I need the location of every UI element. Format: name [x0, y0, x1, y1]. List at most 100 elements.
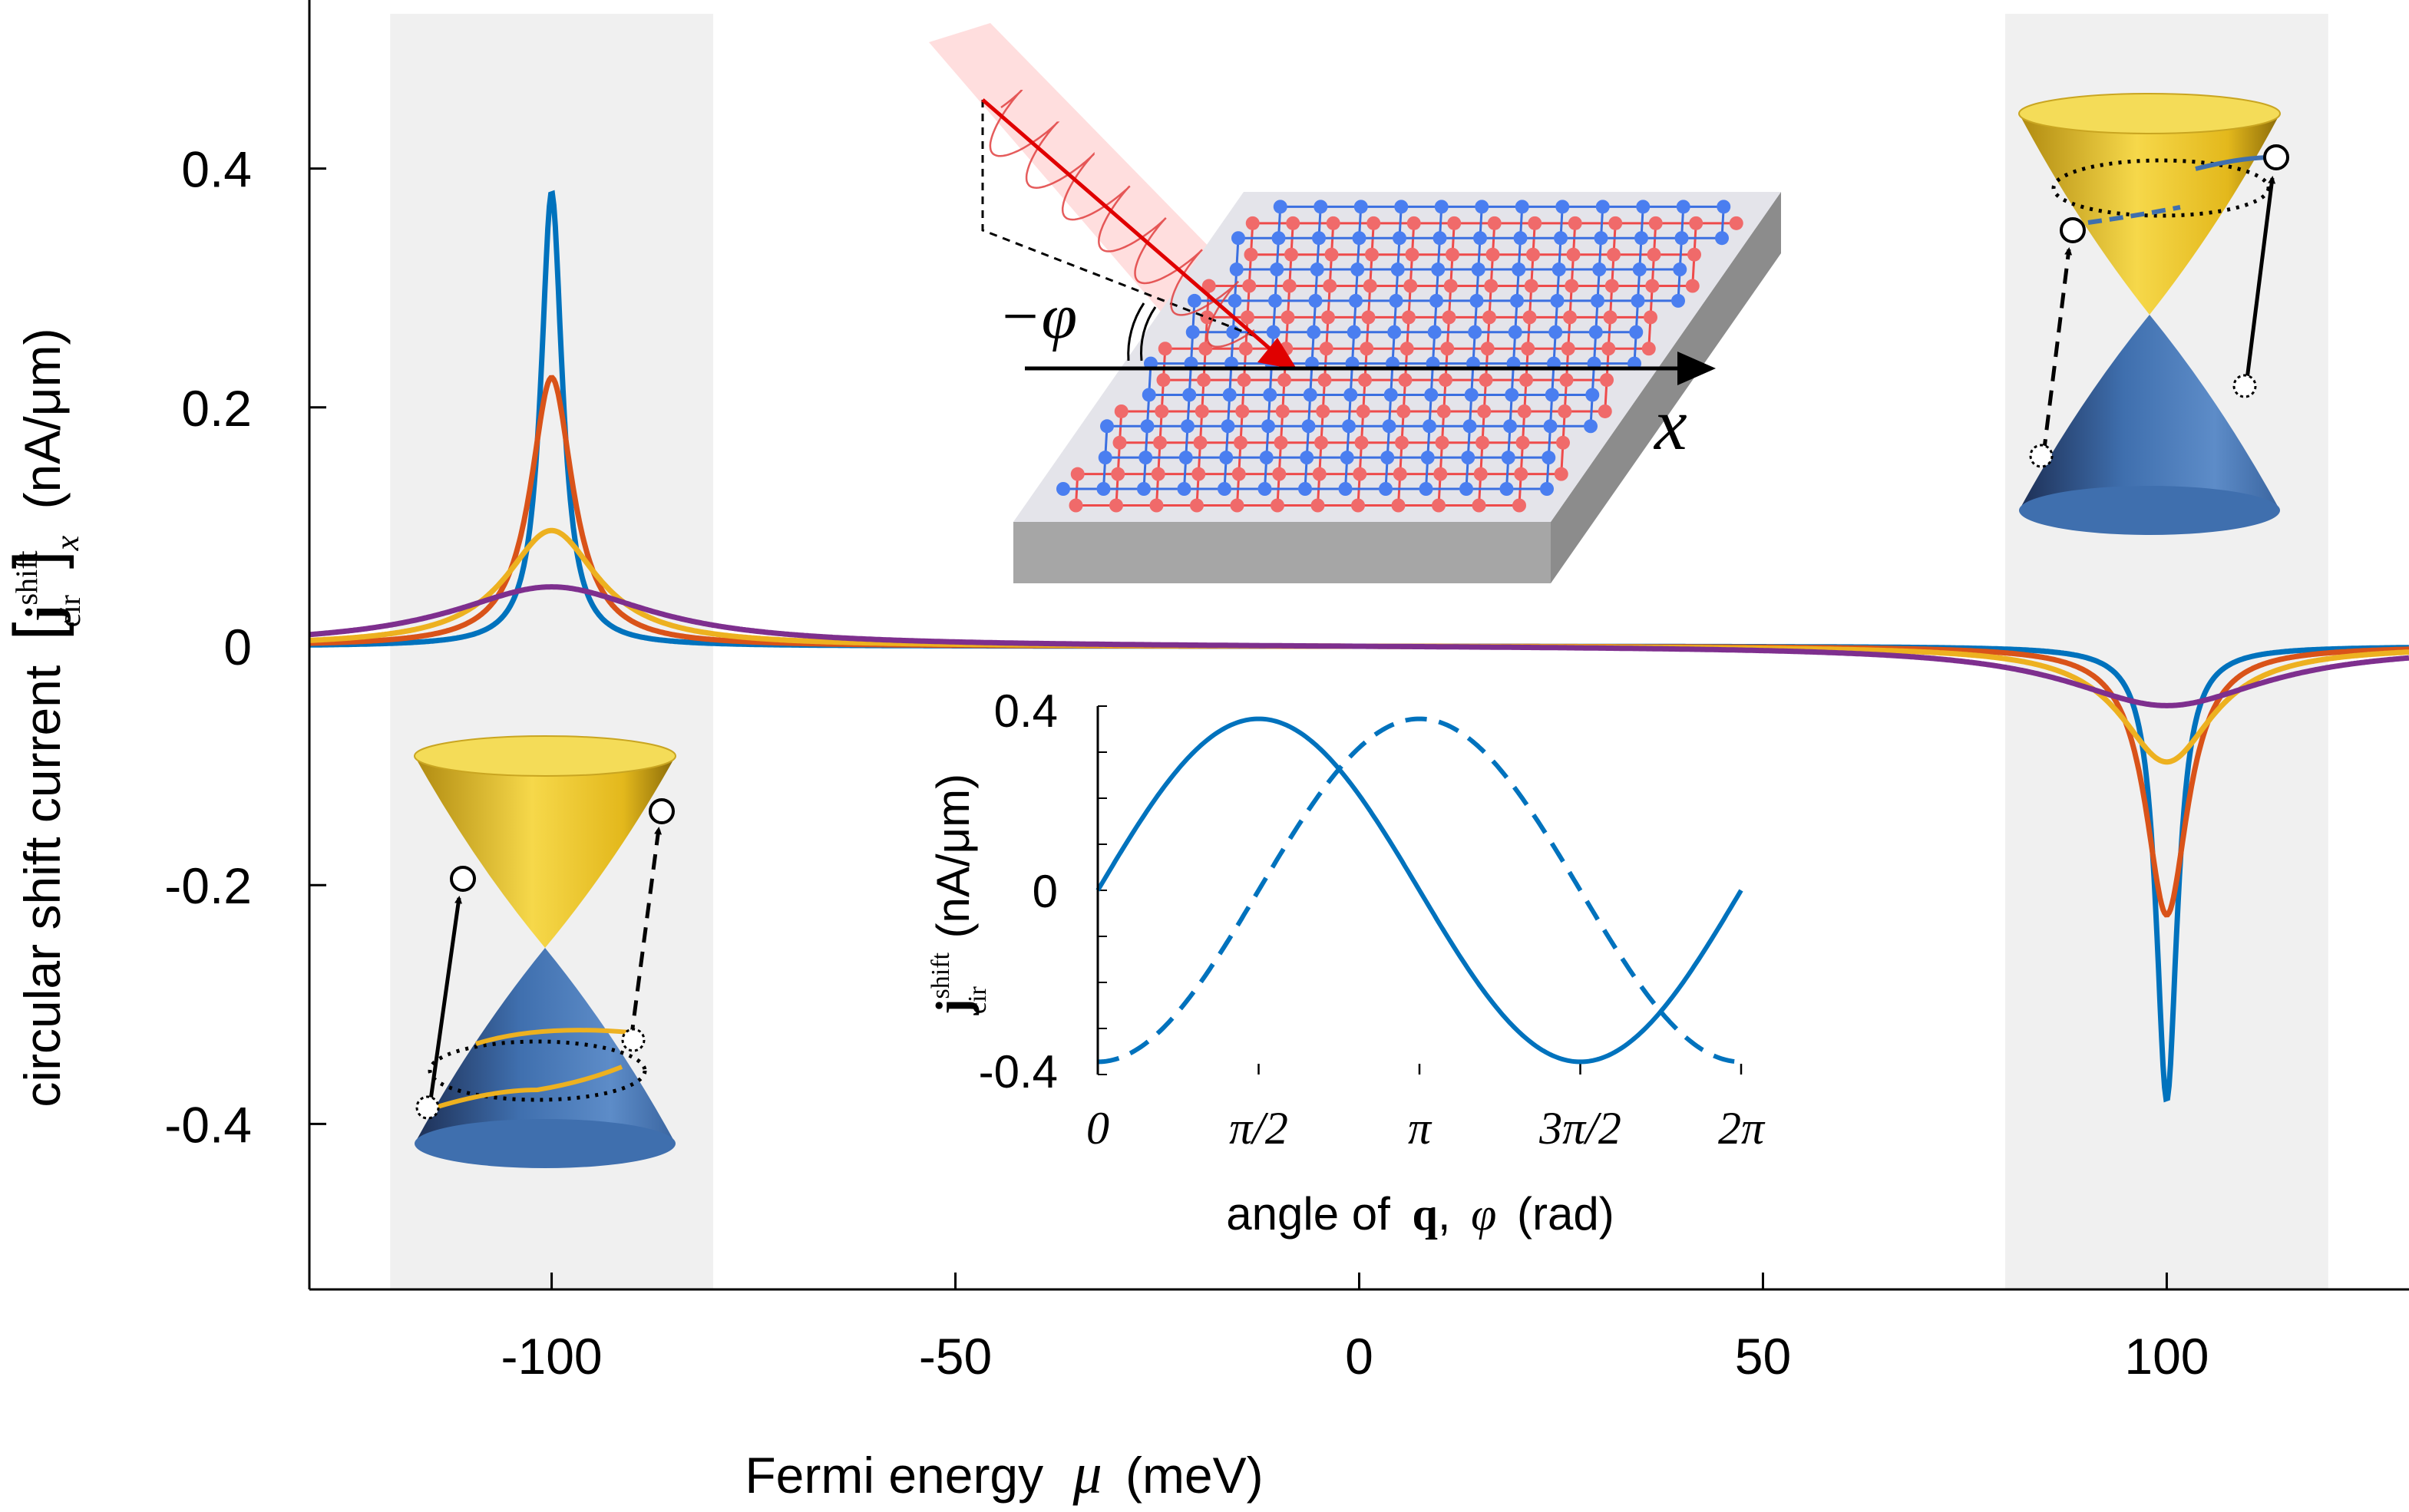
- inset-tick-labels: 0 π/2 π 3π/2 2π 0.4 0 -0.4: [979, 685, 1766, 1154]
- lattice-atom: [1177, 482, 1191, 496]
- lattice-atom: [1266, 325, 1281, 339]
- lattice-atom: [1219, 451, 1234, 465]
- y-tick-label: 0.4: [181, 141, 252, 198]
- lattice-atom: [1181, 419, 1195, 434]
- lattice-atom: [1261, 419, 1275, 434]
- dirac-cone-left: [414, 735, 676, 1168]
- lattice-atom: [1526, 247, 1540, 262]
- lattice-atom: [1592, 262, 1607, 277]
- lattice-atom: [1242, 279, 1257, 293]
- lattice-atom: [1155, 404, 1169, 418]
- lattice-atom: [1379, 482, 1393, 496]
- lattice-atom: [1153, 435, 1167, 450]
- inset-x-axis-label-sep: ,: [1438, 1188, 1451, 1240]
- lattice-atom: [1272, 467, 1287, 481]
- lattice-atom: [1563, 310, 1577, 325]
- inset-x-tick-label: 0: [1086, 1103, 1109, 1154]
- lattice-atom: [1402, 310, 1416, 325]
- lattice-atom: [1447, 216, 1462, 230]
- lattice-atom: [1598, 404, 1612, 418]
- lattice-atom: [1519, 373, 1533, 388]
- lattice-atom: [1472, 498, 1486, 513]
- lattice-atom: [1499, 482, 1514, 496]
- lattice-atom: [1601, 342, 1616, 356]
- angle-label: −φ: [998, 281, 1077, 352]
- electron-final-state: [649, 798, 675, 824]
- lattice-atom: [1393, 231, 1406, 246]
- lattice-atom: [1595, 200, 1610, 214]
- lattice-atom: [1151, 467, 1165, 481]
- inset-solid-line: [1095, 716, 1743, 1065]
- lattice-atom: [1158, 342, 1172, 356]
- lattice-atom: [1182, 388, 1197, 402]
- inset-y-tick-label: -0.4: [979, 1046, 1058, 1098]
- lattice-atom: [1394, 200, 1409, 214]
- lattice-atom: [1629, 325, 1644, 339]
- electron-initial-state: [2029, 444, 2054, 468]
- lattice-atom: [1096, 482, 1111, 496]
- lattice-atom: [1312, 467, 1327, 481]
- lattice-atom: [1395, 435, 1409, 450]
- lattice-atom: [1114, 404, 1128, 418]
- lattice-atom: [1480, 342, 1495, 356]
- conduction-band-rim: [414, 735, 676, 777]
- lattice-atom: [1056, 482, 1070, 496]
- lattice-atom: [1471, 262, 1485, 277]
- lattice-atom: [1310, 262, 1324, 277]
- lattice-atom: [1259, 451, 1274, 465]
- inset-curves: [1095, 716, 1743, 1065]
- lattice-atom: [1190, 498, 1204, 513]
- lattice-atom: [1676, 200, 1690, 214]
- lattice-atom: [1241, 310, 1254, 325]
- lattice-atom: [1308, 293, 1323, 308]
- lattice-atom: [1600, 373, 1614, 388]
- lattice-atom: [1277, 373, 1291, 388]
- lattice-atom: [1307, 325, 1321, 339]
- lattice-atom: [1475, 435, 1489, 450]
- x-tick-label: 50: [1735, 1328, 1791, 1385]
- lattice-atom: [1440, 342, 1455, 356]
- lattice-atom: [1594, 231, 1608, 246]
- lattice-atom: [1561, 342, 1575, 356]
- lattice-atom: [1641, 342, 1656, 356]
- inset-y-tick-label: 0: [1033, 866, 1058, 917]
- lattice-atom: [1360, 342, 1374, 356]
- lattice-atom: [1282, 279, 1297, 293]
- lattice-atom: [1524, 279, 1538, 293]
- main-axes: [308, 0, 2409, 1291]
- lattice-atom: [1363, 279, 1377, 293]
- y-tick-label: 0: [223, 619, 252, 675]
- lattice-atom: [1230, 498, 1244, 513]
- lattice-atom: [1396, 404, 1411, 418]
- lattice-atom: [1585, 388, 1600, 402]
- lattice-atom: [1469, 293, 1484, 308]
- lattice-atom: [1514, 467, 1528, 481]
- lattice-atom: [1423, 419, 1436, 434]
- x-axis-label-unit: (meV): [1125, 1447, 1264, 1504]
- angle-arc-inner: [1140, 306, 1157, 361]
- lattice-atom: [1559, 373, 1574, 388]
- lattice-atom: [1522, 310, 1537, 325]
- light-ray: [981, 98, 1272, 351]
- lattice-atom: [1347, 325, 1361, 339]
- angle-arc-outer: [1127, 302, 1145, 361]
- lattice-atom: [1312, 231, 1326, 246]
- lattice-atom: [1674, 231, 1689, 246]
- lattice-atom: [1366, 216, 1381, 230]
- lattice-atom: [1419, 482, 1433, 496]
- main-tick-labels: -100 -50 0 50 100 -0.4 -0.2 0 0.2 0.4: [164, 141, 2209, 1385]
- lattice-atom: [1138, 451, 1153, 465]
- lattice-atom: [1274, 435, 1288, 450]
- lattice-atom: [1361, 310, 1376, 325]
- lattice-atom: [1142, 388, 1156, 402]
- inset-x-tick-label: 2π: [1718, 1103, 1766, 1154]
- substrate-side-front: [1013, 522, 1551, 583]
- lattice-atom: [1238, 342, 1253, 356]
- lattice-atom: [1607, 247, 1621, 262]
- lattice-atom: [1109, 498, 1123, 513]
- x-tick-label: 100: [2124, 1328, 2209, 1385]
- lattice-atom: [1301, 419, 1316, 434]
- projection-dashed-line: [981, 100, 1260, 339]
- lattice-atom: [1556, 435, 1570, 450]
- right-orbit-dashed: [2087, 205, 2181, 225]
